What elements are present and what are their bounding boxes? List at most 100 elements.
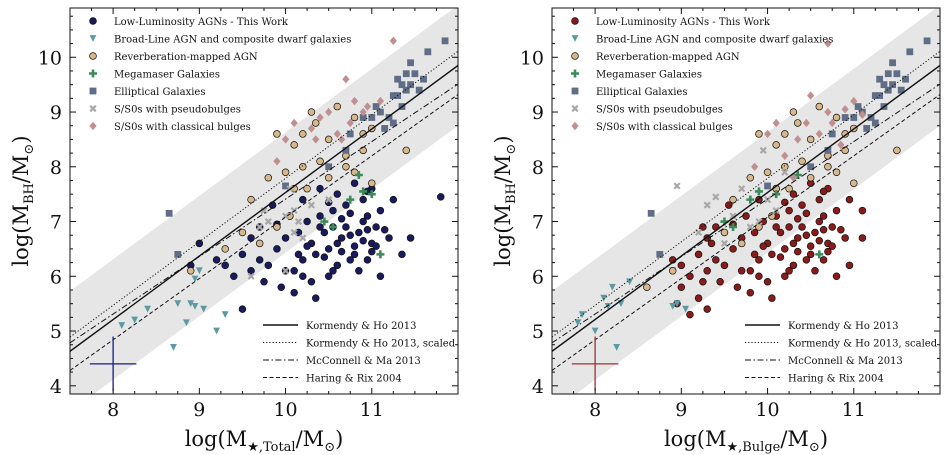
data-point bbox=[238, 228, 247, 237]
data-point bbox=[841, 234, 849, 242]
data-point bbox=[342, 201, 350, 209]
data-point bbox=[255, 239, 264, 248]
y-tick-label: 9 bbox=[50, 102, 62, 124]
data-point bbox=[763, 278, 772, 286]
data-point bbox=[845, 261, 854, 270]
data-point bbox=[686, 272, 694, 281]
data-point bbox=[604, 302, 612, 310]
data-point bbox=[359, 107, 367, 117]
data-point bbox=[281, 135, 290, 144]
data-point bbox=[350, 250, 359, 259]
data-point bbox=[389, 36, 397, 46]
data-point bbox=[824, 163, 832, 171]
data-point bbox=[863, 125, 871, 132]
legend-marker bbox=[89, 52, 97, 60]
data-point bbox=[320, 228, 329, 237]
data-point bbox=[264, 173, 273, 182]
data-point bbox=[608, 283, 616, 291]
data-point bbox=[325, 196, 333, 204]
data-point bbox=[677, 283, 686, 291]
data-point bbox=[385, 234, 393, 242]
y-axis-label-tail: /M bbox=[491, 155, 515, 184]
data-point bbox=[746, 267, 755, 275]
x-axis-label-close: ) bbox=[820, 427, 828, 451]
data-point bbox=[824, 146, 832, 154]
data-point bbox=[828, 223, 836, 231]
data-point bbox=[703, 201, 711, 209]
data-point bbox=[183, 319, 190, 327]
data-point bbox=[793, 170, 802, 179]
data-point bbox=[324, 245, 333, 253]
data-point bbox=[247, 195, 255, 204]
data-point bbox=[763, 129, 772, 139]
data-point bbox=[316, 157, 324, 166]
data-point bbox=[316, 223, 324, 231]
data-point bbox=[187, 300, 195, 308]
data-point bbox=[363, 212, 372, 220]
data-point bbox=[195, 267, 203, 275]
data-point bbox=[346, 195, 355, 204]
data-point bbox=[256, 223, 264, 231]
legend-label: S/S0s with classical bulges bbox=[114, 122, 251, 133]
scatter-band bbox=[70, 8, 458, 394]
legend-line-label: McConnell & Ma 2013 bbox=[788, 356, 903, 367]
data-point bbox=[751, 162, 759, 171]
x-axis-label-sun: ⊙ bbox=[324, 440, 335, 455]
data-point bbox=[346, 231, 354, 239]
y-tick-label: 4 bbox=[50, 376, 62, 398]
data-point bbox=[406, 234, 415, 242]
legend-label: Broad-Line AGN and composite dwarf galax… bbox=[114, 35, 351, 46]
data-point bbox=[368, 179, 376, 187]
data-point bbox=[694, 250, 703, 259]
series-6 bbox=[751, 39, 866, 182]
data-point bbox=[385, 114, 393, 121]
legend-label: Elliptical Galaxies bbox=[114, 87, 205, 98]
data-point bbox=[342, 74, 350, 84]
y-axis-label: log(MBH/M⊙) bbox=[491, 135, 519, 266]
x-tick-label: 10 bbox=[273, 399, 297, 421]
data-point bbox=[441, 37, 449, 45]
y-tick-label: 4 bbox=[532, 376, 544, 398]
data-point bbox=[613, 344, 621, 351]
data-point bbox=[819, 212, 828, 220]
data-point bbox=[729, 195, 737, 204]
y-tick-label: 8 bbox=[50, 157, 62, 179]
data-point bbox=[170, 344, 177, 351]
series-legend: Low-Luminosity AGNs - This Work Broad-Lin… bbox=[571, 17, 833, 133]
data-point bbox=[394, 75, 402, 83]
x-axis-label: log(M★,Bulge/M⊙) bbox=[664, 427, 828, 455]
legend-marker bbox=[89, 121, 97, 131]
data-point bbox=[346, 256, 354, 264]
y-axis-label-close: ) bbox=[491, 135, 515, 143]
data-point bbox=[376, 250, 385, 259]
legend-line-label: Kormendy & Ho 2013 bbox=[306, 321, 417, 332]
data-point bbox=[299, 234, 307, 242]
data-point bbox=[824, 107, 832, 117]
data-point bbox=[238, 305, 247, 313]
data-point bbox=[333, 239, 342, 248]
data-point bbox=[656, 250, 664, 258]
data-point bbox=[669, 302, 677, 310]
relation-line-1 bbox=[552, 50, 940, 338]
data-point bbox=[368, 247, 376, 256]
data-point bbox=[282, 182, 289, 190]
data-point bbox=[858, 110, 866, 119]
x-axis-label-sun: ⊙ bbox=[809, 440, 820, 455]
data-point bbox=[350, 179, 359, 187]
data-point bbox=[333, 102, 342, 111]
data-point bbox=[415, 86, 423, 94]
legend-label: Elliptical Galaxies bbox=[596, 87, 687, 98]
data-point bbox=[897, 86, 905, 94]
y-tick-label: 10 bbox=[38, 47, 62, 69]
data-point bbox=[806, 250, 815, 259]
y-tick-label: 5 bbox=[532, 321, 544, 343]
data-point bbox=[750, 250, 759, 259]
data-point bbox=[720, 261, 729, 270]
data-point bbox=[238, 250, 247, 259]
data-point bbox=[737, 239, 746, 248]
data-point bbox=[746, 195, 755, 204]
y-axis-label-sub: BH bbox=[22, 183, 37, 204]
data-point bbox=[712, 193, 720, 201]
data-point bbox=[699, 278, 707, 286]
